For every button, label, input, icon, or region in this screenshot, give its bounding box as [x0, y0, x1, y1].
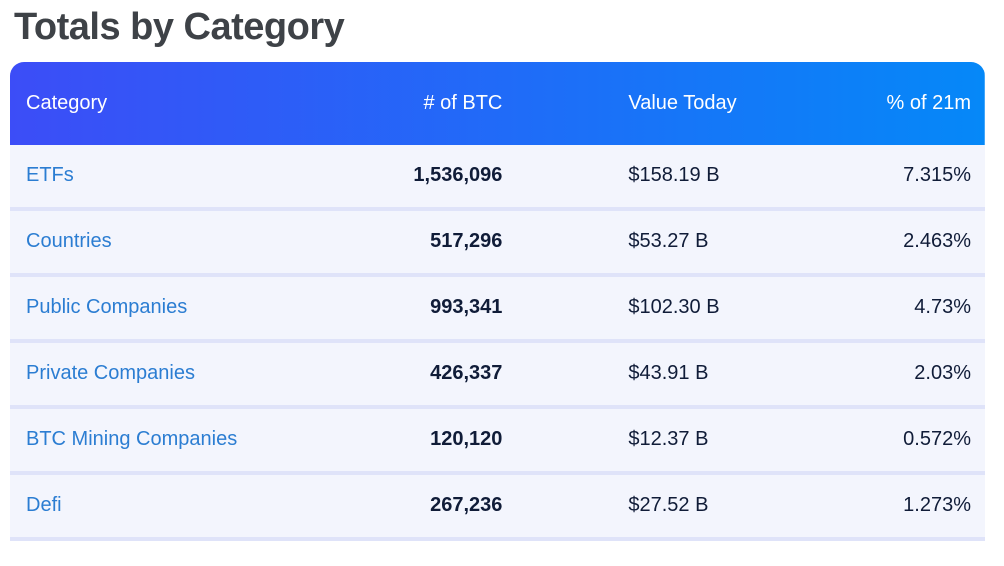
page-title: Totals by Category	[14, 6, 345, 48]
btc-count-cell: 517,296	[380, 208, 503, 277]
value-today-cell: $27.52 B	[502, 472, 820, 541]
category-link[interactable]: Countries	[10, 208, 381, 277]
totals-by-category-table: Category # of BTC Value Today % of 21m E…	[10, 61, 985, 541]
btc-count-cell: 120,120	[380, 406, 503, 475]
percent-21m-cell: 2.463%	[819, 208, 985, 277]
column-header-percent-21m: % of 21m	[886, 91, 971, 114]
percent-21m-cell: 2.03%	[819, 340, 985, 409]
table-header: Category # of BTC Value Today % of 21m	[10, 61, 985, 145]
table-row-etfs: ETFs 1,536,096 $158.19 B 7.315%	[10, 144, 985, 211]
btc-count-cell: 1,536,096	[380, 144, 503, 211]
value-today-cell: $158.19 B	[502, 144, 820, 211]
btc-count-cell: 267,236	[380, 472, 503, 541]
percent-21m-cell: 1.273%	[819, 472, 985, 541]
btc-count-cell: 993,341	[380, 274, 503, 343]
column-header-value-today: Value Today	[628, 91, 737, 114]
table-row-btc-mining-companies: BTC Mining Companies 120,120 $12.37 B 0.…	[10, 406, 985, 475]
table-body: ETFs 1,536,096 $158.19 B 7.315% Countrie…	[10, 144, 985, 541]
table-row-public-companies: Public Companies 993,341 $102.30 B 4.73%	[10, 274, 985, 343]
category-link[interactable]: BTC Mining Companies	[10, 406, 381, 475]
value-today-cell: $53.27 B	[502, 208, 820, 277]
value-today-cell: $12.37 B	[502, 406, 820, 475]
table-row-defi: Defi 267,236 $27.52 B 1.273%	[10, 472, 985, 541]
column-header-category: Category	[26, 91, 108, 114]
category-link[interactable]: Private Companies	[10, 340, 381, 409]
value-today-cell: $43.91 B	[502, 340, 820, 409]
column-header-btc-count: # of BTC	[423, 91, 503, 114]
category-link[interactable]: ETFs	[10, 144, 381, 211]
percent-21m-cell: 7.315%	[819, 144, 985, 211]
percent-21m-cell: 4.73%	[819, 274, 985, 343]
btc-count-cell: 426,337	[380, 340, 503, 409]
category-link[interactable]: Defi	[10, 472, 381, 541]
category-link[interactable]: Public Companies	[10, 274, 381, 343]
percent-21m-cell: 0.572%	[819, 406, 985, 475]
table-row-countries: Countries 517,296 $53.27 B 2.463%	[10, 208, 985, 277]
value-today-cell: $102.30 B	[502, 274, 820, 343]
table-row-private-companies: Private Companies 426,337 $43.91 B 2.03%	[10, 340, 985, 409]
header-row: Category # of BTC Value Today % of 21m	[10, 61, 985, 145]
